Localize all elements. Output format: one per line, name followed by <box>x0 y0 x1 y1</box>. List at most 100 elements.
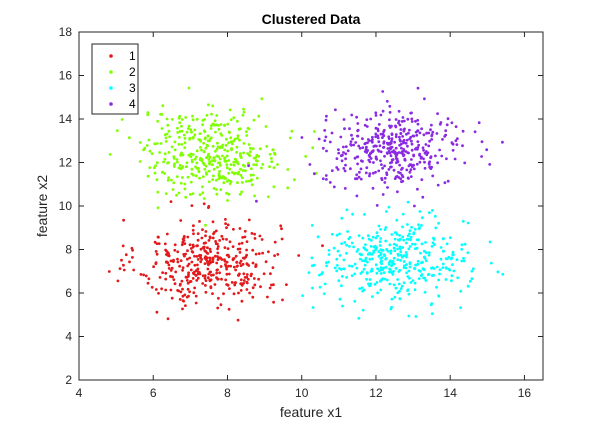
data-point <box>376 134 380 138</box>
data-point <box>204 136 207 140</box>
data-point <box>188 137 192 141</box>
data-point <box>383 228 387 232</box>
data-point <box>380 178 384 182</box>
data-point <box>235 150 239 154</box>
data-point <box>224 222 228 226</box>
data-point <box>161 271 165 274</box>
data-point <box>324 174 328 177</box>
data-point <box>211 292 214 295</box>
data-point <box>386 186 389 189</box>
data-point <box>186 281 190 285</box>
data-point <box>357 175 361 179</box>
data-point <box>349 140 353 144</box>
data-point <box>369 117 373 121</box>
data-point <box>212 232 215 236</box>
data-point <box>242 281 246 285</box>
data-point <box>385 141 389 145</box>
data-point <box>413 204 416 208</box>
data-point <box>235 160 239 164</box>
data-point <box>379 228 382 231</box>
data-point <box>222 292 225 296</box>
data-point <box>400 146 403 150</box>
data-point <box>390 137 394 141</box>
data-point <box>398 289 401 293</box>
data-point <box>196 270 200 273</box>
data-point <box>401 179 405 183</box>
data-point <box>378 269 381 273</box>
data-point <box>202 150 206 153</box>
data-point <box>209 286 213 290</box>
data-point <box>398 123 402 127</box>
data-point <box>163 157 167 161</box>
data-point <box>365 145 368 149</box>
data-point <box>412 231 416 235</box>
data-point <box>267 250 270 254</box>
data-point <box>340 275 344 278</box>
data-point <box>185 279 189 282</box>
data-point <box>431 241 435 245</box>
data-point <box>423 256 427 260</box>
data-point <box>459 289 463 293</box>
data-point <box>180 279 184 283</box>
data-point <box>410 120 414 123</box>
data-point <box>253 194 256 198</box>
data-point <box>365 271 369 274</box>
data-point <box>361 146 365 150</box>
data-point <box>423 276 427 280</box>
data-point <box>427 144 431 148</box>
legend-label-4: 4 <box>129 97 136 111</box>
data-point <box>383 277 387 281</box>
data-point <box>187 153 191 157</box>
data-point <box>179 181 183 185</box>
data-point <box>383 164 386 168</box>
legend-label-3: 3 <box>129 81 136 95</box>
data-point <box>132 268 136 272</box>
data-point <box>190 260 194 264</box>
data-point <box>390 132 394 136</box>
data-point <box>396 252 400 256</box>
data-point <box>379 150 383 154</box>
data-point <box>431 130 435 134</box>
data-point <box>417 143 421 147</box>
data-point <box>428 160 432 164</box>
data-point <box>201 228 204 232</box>
data-point <box>172 258 175 262</box>
data-point <box>406 275 410 278</box>
data-point <box>374 155 378 159</box>
data-point <box>408 276 411 280</box>
data-point <box>368 257 372 261</box>
data-point <box>332 246 336 250</box>
data-point <box>316 235 320 239</box>
data-point <box>276 163 279 166</box>
data-point <box>167 267 171 270</box>
data-point <box>219 265 223 268</box>
data-point <box>250 183 254 187</box>
data-point <box>236 136 240 140</box>
data-point <box>375 271 379 275</box>
data-point <box>445 157 448 161</box>
data-point <box>351 137 354 141</box>
data-point <box>405 271 408 275</box>
data-point <box>195 149 199 153</box>
data-point <box>383 176 387 180</box>
data-point <box>285 283 288 286</box>
data-point <box>430 312 434 316</box>
data-point <box>211 178 215 182</box>
data-point <box>257 154 261 158</box>
data-point <box>229 264 233 268</box>
data-point <box>227 179 230 182</box>
plot-area <box>79 32 543 380</box>
data-point <box>396 247 400 251</box>
data-point <box>301 294 304 297</box>
data-point <box>480 155 483 158</box>
data-point <box>388 151 392 155</box>
data-point <box>242 279 246 282</box>
data-point <box>158 151 162 154</box>
data-point <box>257 114 261 118</box>
data-point <box>207 158 211 161</box>
data-point <box>211 257 215 261</box>
data-point <box>225 238 228 241</box>
data-point <box>176 160 179 164</box>
data-point <box>368 160 372 164</box>
